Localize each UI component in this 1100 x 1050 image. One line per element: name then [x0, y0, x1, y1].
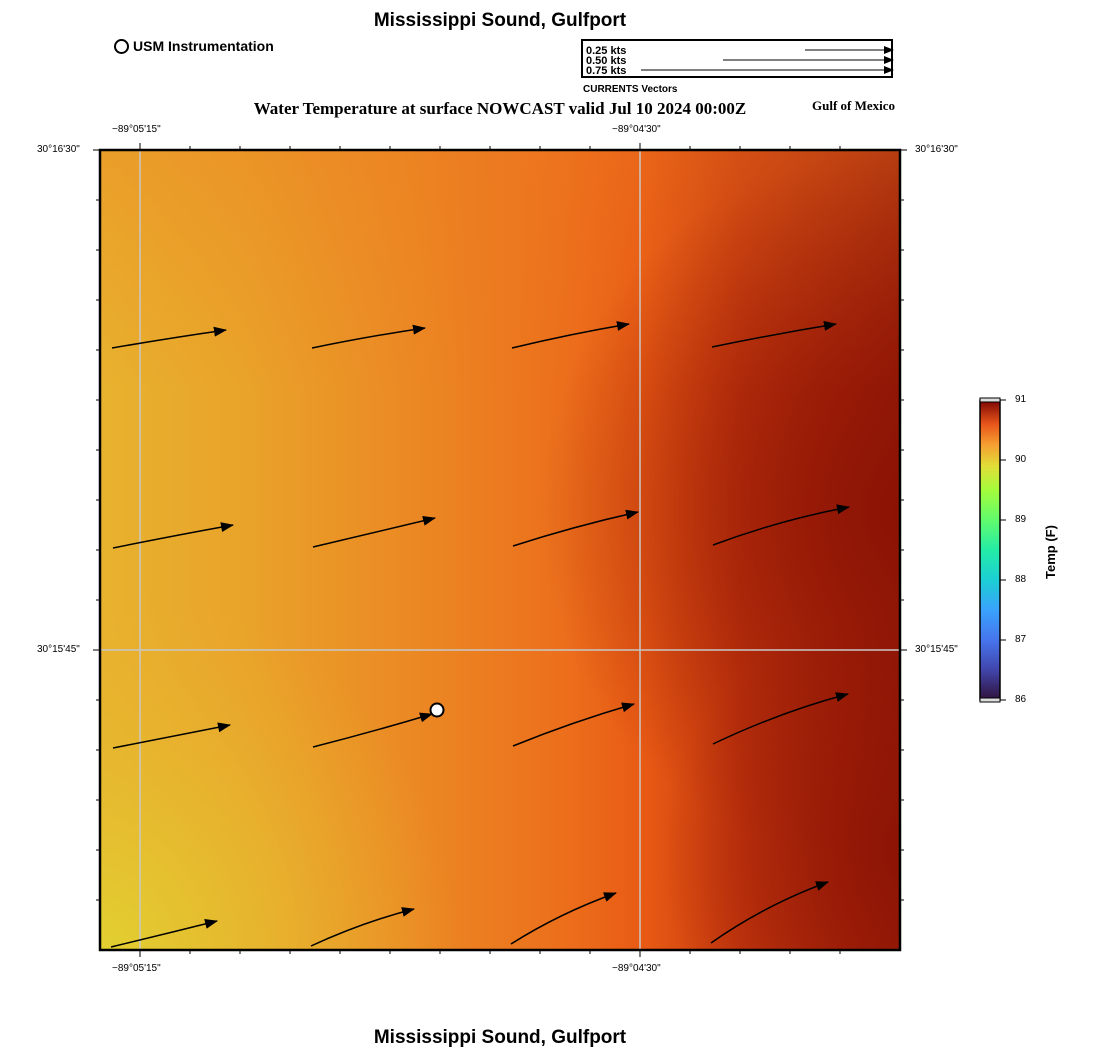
current-vector [712, 692, 849, 745]
current-vector [110, 919, 218, 948]
map-title: Mississippi Sound, Gulfport [373, 10, 627, 31]
colorbar-tick-86: 86 [1015, 694, 1027, 705]
current-vector [311, 324, 426, 349]
colorbar-tick-87: 87 [1015, 634, 1027, 645]
colorbar-tick-91: 91 [1015, 394, 1027, 405]
bottom-lon-label-1: −89°05'15" [112, 963, 161, 974]
current-vector [310, 907, 415, 947]
temperature-field [100, 150, 900, 950]
current-vector [512, 509, 639, 547]
frame-ticks [93, 143, 907, 957]
vector-scale-label-3: 0.75 kts [586, 65, 627, 77]
vector-scale-label-2: 0.50 kts [586, 55, 627, 67]
vector-scale-arrows [641, 46, 894, 74]
map-footer-title: Mississippi Sound, Gulfport [373, 1027, 627, 1048]
bottom-lon-label-2: −89°04'30" [612, 963, 661, 974]
graticule [100, 150, 900, 950]
right-lat-label-1: 30°16'30" [915, 144, 958, 155]
colorbar-tick-90: 90 [1015, 454, 1027, 465]
usm-station-icon [114, 38, 129, 54]
usm-legend-label: USM Instrumentation [133, 38, 274, 54]
usm-station-marker [429, 702, 445, 718]
top-lon-label-1: −89°05'15" [112, 124, 161, 135]
vector-caption: CURRENTS Vectors [583, 84, 678, 95]
current-vector [710, 881, 829, 944]
current-vector [712, 504, 850, 546]
map-subtitle: Water Temperature at surface NOWCAST val… [253, 99, 747, 118]
colorbar [979, 397, 1006, 703]
right-lat-label-2: 30°15'45" [915, 644, 958, 655]
current-vector [511, 321, 630, 349]
colorbar-tick-89: 89 [1015, 514, 1027, 525]
top-lon-label-2: −89°04'30" [612, 124, 661, 135]
current-vector [312, 712, 433, 748]
current-vector [711, 321, 837, 348]
current-vectors [110, 321, 850, 948]
current-vector [510, 892, 617, 945]
left-lat-label-1: 30°16'30" [37, 144, 80, 155]
current-vector [512, 702, 635, 747]
colorbar-tick-88: 88 [1015, 574, 1027, 585]
current-vector [112, 522, 234, 549]
colorbar-title: Temp (F) [1043, 525, 1058, 579]
usm-legend: USM Instrumentation [114, 38, 274, 54]
vector-scale-legend: 0.25 kts 0.50 kts 0.75 kts [581, 39, 894, 78]
left-lat-label-2: 30°15'45" [37, 644, 80, 655]
current-vector [312, 515, 436, 548]
current-vector [111, 326, 227, 349]
region-label: Gulf of Mexico [812, 98, 896, 113]
current-vector [112, 722, 231, 749]
vector-scale-label-1: 0.25 kts [586, 45, 627, 57]
